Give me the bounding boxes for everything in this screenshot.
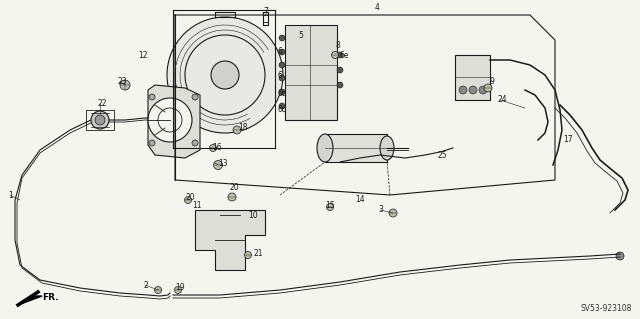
Text: 16: 16 (212, 144, 221, 152)
Text: 17: 17 (563, 136, 573, 145)
Text: SV53-923108: SV53-923108 (580, 304, 632, 313)
Circle shape (244, 251, 252, 258)
Text: 13: 13 (218, 159, 228, 167)
Circle shape (167, 17, 283, 133)
Circle shape (279, 62, 285, 68)
Text: 6c: 6c (277, 88, 286, 98)
Polygon shape (18, 296, 42, 305)
Text: 10: 10 (248, 211, 258, 219)
Polygon shape (195, 210, 265, 270)
Circle shape (149, 140, 155, 146)
Text: 24: 24 (498, 95, 508, 105)
Text: FR.: FR. (42, 293, 58, 302)
Text: 14: 14 (355, 196, 365, 204)
Text: 11: 11 (192, 201, 202, 210)
Text: 3: 3 (378, 205, 383, 214)
Circle shape (192, 140, 198, 146)
Polygon shape (148, 85, 200, 158)
Text: 8: 8 (336, 41, 340, 49)
Circle shape (479, 86, 487, 94)
Circle shape (469, 86, 477, 94)
Circle shape (233, 126, 241, 134)
Text: 6e: 6e (340, 50, 349, 60)
Text: 15: 15 (325, 201, 335, 210)
Circle shape (279, 75, 285, 81)
Text: 21: 21 (253, 249, 262, 257)
Bar (455, 55, 490, 100)
Bar (285, 25, 337, 120)
Circle shape (209, 145, 216, 152)
Text: 18: 18 (238, 123, 248, 132)
Text: 20: 20 (185, 192, 195, 202)
Circle shape (279, 35, 285, 41)
Text: 19: 19 (175, 284, 184, 293)
Circle shape (228, 193, 236, 201)
Circle shape (279, 49, 285, 55)
Circle shape (337, 52, 343, 58)
Text: 25: 25 (437, 151, 447, 160)
Text: 4: 4 (375, 4, 380, 12)
Text: 22: 22 (98, 99, 108, 108)
Text: 6d: 6d (277, 106, 287, 115)
Text: 7: 7 (263, 8, 268, 17)
Circle shape (154, 286, 161, 293)
Text: 6: 6 (277, 48, 282, 56)
Circle shape (616, 252, 624, 260)
Circle shape (484, 84, 492, 92)
Text: 5: 5 (298, 31, 303, 40)
Circle shape (211, 61, 239, 89)
Circle shape (184, 197, 191, 204)
Circle shape (279, 89, 285, 95)
Circle shape (326, 204, 333, 211)
Circle shape (148, 98, 192, 142)
Ellipse shape (317, 134, 333, 162)
Bar (86, 110, 114, 130)
Text: 9: 9 (490, 78, 495, 86)
Text: 12: 12 (138, 50, 147, 60)
Text: 23: 23 (118, 78, 127, 86)
Circle shape (149, 94, 155, 100)
Circle shape (120, 80, 130, 90)
Circle shape (389, 209, 397, 217)
Text: 20: 20 (230, 182, 239, 191)
Circle shape (175, 286, 182, 293)
Circle shape (332, 51, 339, 58)
Circle shape (192, 94, 198, 100)
Circle shape (214, 160, 223, 169)
Circle shape (459, 86, 467, 94)
Text: 1: 1 (8, 190, 13, 199)
Circle shape (337, 67, 343, 73)
Circle shape (91, 111, 109, 129)
Circle shape (337, 82, 343, 88)
Circle shape (279, 103, 285, 109)
Text: 6: 6 (277, 70, 282, 79)
Text: 2: 2 (143, 280, 148, 290)
Bar (325, 134, 387, 162)
Circle shape (95, 115, 105, 125)
Ellipse shape (380, 136, 394, 160)
